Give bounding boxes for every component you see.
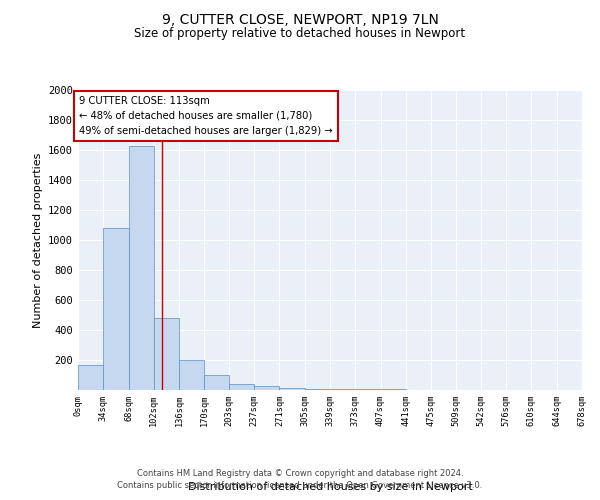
Bar <box>128 146 154 390</box>
Bar <box>205 375 229 390</box>
Bar <box>229 384 254 390</box>
Bar <box>78 365 103 390</box>
Text: Contains HM Land Registry data © Crown copyright and database right 2024.: Contains HM Land Registry data © Crown c… <box>137 468 463 477</box>
Bar <box>103 228 128 390</box>
X-axis label: Distribution of detached houses by size in Newport: Distribution of detached houses by size … <box>188 482 472 492</box>
Bar <box>280 388 305 390</box>
Text: Size of property relative to detached houses in Newport: Size of property relative to detached ho… <box>134 28 466 40</box>
Bar <box>154 318 179 390</box>
Bar <box>355 389 380 390</box>
Text: 9 CUTTER CLOSE: 113sqm
← 48% of detached houses are smaller (1,780)
49% of semi-: 9 CUTTER CLOSE: 113sqm ← 48% of detached… <box>79 96 333 136</box>
Bar <box>305 388 330 390</box>
Y-axis label: Number of detached properties: Number of detached properties <box>32 152 43 328</box>
Text: 9, CUTTER CLOSE, NEWPORT, NP19 7LN: 9, CUTTER CLOSE, NEWPORT, NP19 7LN <box>161 12 439 26</box>
Bar <box>254 386 280 390</box>
Bar <box>330 389 355 390</box>
Bar <box>179 360 205 390</box>
Text: Contains public sector information licensed under the Open Government Licence v3: Contains public sector information licen… <box>118 481 482 490</box>
